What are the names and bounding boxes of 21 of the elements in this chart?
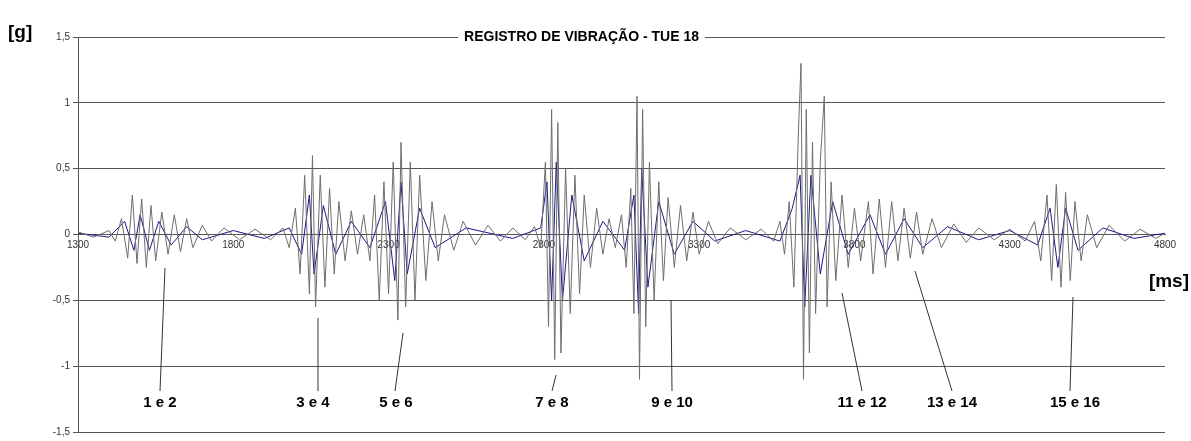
chart-title: REGISTRO DE VIBRAÇÃO - TUE 18 <box>464 26 700 44</box>
annotation: 11 e 12 <box>837 393 887 411</box>
y-tick-label: 1 <box>64 96 71 108</box>
y-tick-label: 1,5 <box>56 30 71 42</box>
annotation: 1 e 2 <box>143 393 177 411</box>
y-axis-title: [g] <box>8 21 33 43</box>
annotation: 5 e 6 <box>379 393 413 411</box>
y-tick-label: -1 <box>61 359 71 371</box>
annotation: 9 e 10 <box>651 393 693 411</box>
annotation: 7 e 8 <box>535 393 569 411</box>
y-tick-label: 0 <box>64 228 71 240</box>
annotation: 3 e 4 <box>296 393 331 411</box>
y-tick-label: -1,5 <box>52 425 71 437</box>
x-axis-title: [ms] <box>1148 269 1189 291</box>
annotation: 15 e 16 <box>1049 393 1101 411</box>
x-tick-label: 4800 <box>1153 239 1177 251</box>
y-tick-label: 0,5 <box>56 162 71 174</box>
x-tick-label: 4300 <box>998 239 1022 251</box>
annotation: 13 e 14 <box>926 393 978 411</box>
x-tick-label: 1800 <box>222 239 245 251</box>
y-tick-label: -0,5 <box>52 294 71 306</box>
